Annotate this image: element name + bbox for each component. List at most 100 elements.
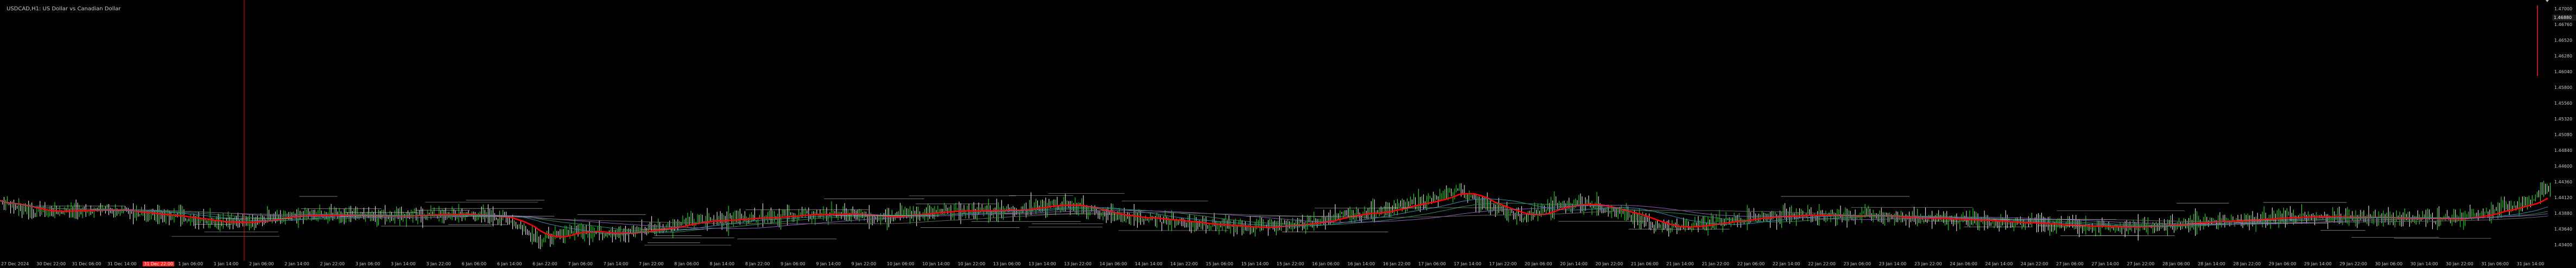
time-label: 27 Jan 06:00 — [2056, 261, 2084, 266]
time-label: 7 Jan 22:00 — [639, 261, 664, 266]
time-label: 20 Jan 22:00 — [1595, 261, 1623, 266]
price-label: 1.44600 — [2554, 164, 2573, 169]
price-scale[interactable]: 1.47000 1.46760 1.46520 1.46280 1.46040 1.458… — [2551, 0, 2576, 268]
time-label: 15 Jan 06:00 — [1205, 261, 1234, 266]
time-label: 10 Jan 14:00 — [922, 261, 950, 266]
time-label: 22 Jan 14:00 — [1772, 261, 1800, 266]
time-label: 9 Jan 06:00 — [781, 261, 805, 266]
time-label: 13 Jan 06:00 — [993, 261, 1021, 266]
price-label: 1.45080 — [2554, 132, 2573, 137]
time-label: 29 Jan 22:00 — [2339, 261, 2367, 266]
time-label: 20 Jan 14:00 — [1560, 261, 1588, 266]
candles — [2, 181, 2550, 250]
chart-title: USDCAD,H1: US Dollar vs Canadian Dollar — [7, 6, 121, 12]
time-label: 17 Jan 14:00 — [1454, 261, 1482, 266]
price-label: 1.44840 — [2554, 148, 2573, 153]
time-label: 23 Jan 22:00 — [1914, 261, 1942, 266]
time-label: 28 Jan 06:00 — [2162, 261, 2190, 266]
time-label: 3 Jan 06:00 — [355, 261, 380, 266]
time-label: 6 Jan 06:00 — [461, 261, 487, 266]
time-label: 13 Jan 22:00 — [1064, 261, 1092, 266]
time-label: 16 Jan 22:00 — [1382, 261, 1411, 266]
time-label: 10 Jan 22:00 — [957, 261, 986, 266]
moving-average-line — [0, 199, 2548, 235]
time-label: 15 Jan 14:00 — [1241, 261, 1269, 266]
time-label: 14 Jan 14:00 — [1134, 261, 1163, 266]
time-label: 7 Jan 14:00 — [603, 261, 629, 266]
time-label: 8 Jan 14:00 — [709, 261, 735, 266]
time-label: 2 Jan 14:00 — [284, 261, 309, 266]
time-label: 15 Jan 22:00 — [1277, 261, 1304, 266]
time-label: 31 Dec 06:00 — [72, 261, 101, 266]
time-label: 2 Jan 22:00 — [320, 261, 345, 266]
time-label: 29 Jan 06:00 — [2268, 261, 2296, 266]
time-label: 21 Jan 14:00 — [1666, 261, 1694, 266]
time-label: 7 Jan 06:00 — [568, 261, 593, 266]
time-label: 27 Jan 14:00 — [2091, 261, 2120, 266]
time-label: 17 Jan 06:00 — [1418, 261, 1446, 266]
time-label: 28 Jan 22:00 — [2233, 261, 2261, 266]
time-label: 30 Dec 22:00 — [36, 261, 66, 266]
time-label: 21 Jan 22:00 — [1702, 261, 1729, 266]
moving-average-line — [0, 200, 2548, 224]
time-label: 22 Jan 06:00 — [1737, 261, 1765, 266]
time-label: 31 Dec 14:00 — [107, 261, 137, 266]
price-label: 1.46280 — [2554, 54, 2573, 59]
time-label: 6 Jan 22:00 — [532, 261, 557, 266]
time-label: 9 Jan 14:00 — [816, 261, 841, 266]
time-label: 14 Jan 06:00 — [1099, 261, 1127, 266]
price-label: 1.45560 — [2554, 101, 2573, 106]
price-label: 1.45800 — [2554, 85, 2573, 90]
moving-average-line — [0, 193, 2548, 238]
time-label: 30 Jan 06:00 — [2375, 261, 2403, 266]
time-label: 16 Jan 14:00 — [1347, 261, 1375, 266]
time-label: 24 Jan 22:00 — [2020, 261, 2048, 266]
time-label: 29 Jan 14:00 — [2304, 261, 2332, 266]
time-label: 23 Jan 06:00 — [1843, 261, 1871, 266]
time-label: 23 Jan 14:00 — [1879, 261, 1907, 266]
time-label: 1 Jan 06:00 — [178, 261, 203, 266]
price-label: 1.46760 — [2554, 22, 2573, 27]
time-label: 30 Jan 14:00 — [2410, 261, 2438, 266]
time-label: 3 Jan 14:00 — [391, 261, 416, 266]
time-label: 31 Dec 22:00 — [143, 261, 174, 266]
price-label: 1.44120 — [2554, 195, 2573, 200]
chart-shift-marker-icon[interactable] — [2546, 0, 2549, 4]
time-label: 9 Jan 22:00 — [851, 261, 877, 266]
price-label: 1.47000 — [2554, 7, 2573, 11]
time-label: 20 Jan 06:00 — [1524, 261, 1552, 266]
time-label: 14 Jan 22:00 — [1170, 261, 1198, 266]
time-label: 13 Jan 14:00 — [1029, 261, 1056, 266]
time-label: 1 Jan 14:00 — [213, 261, 239, 266]
time-label: 3 Jan 22:00 — [426, 261, 451, 266]
level-lines — [36, 193, 2491, 246]
price-label: 1.45320 — [2554, 117, 2573, 122]
time-scale[interactable]: 27 Dec 2024 30 Dec 22:00 31 Dec 06:00 31 De… — [0, 261, 2551, 268]
time-label: 31 Jan 06:00 — [2481, 261, 2509, 266]
time-label: 24 Jan 14:00 — [1985, 261, 2013, 266]
price-label: 1.44360 — [2554, 180, 2573, 184]
time-label: 17 Jan 22:00 — [1489, 261, 1517, 266]
time-label: 24 Jan 06:00 — [1950, 261, 1977, 266]
price-label: 1.46040 — [2554, 69, 2573, 74]
time-label: 10 Jan 06:00 — [886, 261, 915, 266]
time-label: 30 Jan 22:00 — [2446, 261, 2473, 266]
price-label: 1.43880 — [2554, 211, 2573, 216]
time-label: 8 Jan 06:00 — [674, 261, 699, 266]
time-label: 21 Jan 06:00 — [1630, 261, 1659, 266]
time-label: 6 Jan 14:00 — [497, 261, 522, 266]
time-label: 28 Jan 14:00 — [2198, 261, 2225, 266]
price-plot[interactable] — [0, 0, 2551, 261]
time-label: 2 Jan 06:00 — [249, 261, 274, 266]
time-label: 22 Jan 22:00 — [1808, 261, 1836, 266]
price-label: 1.43640 — [2554, 227, 2573, 232]
price-label: 1.46520 — [2554, 38, 2573, 43]
time-label: 27 Jan 22:00 — [2127, 261, 2155, 266]
moving-average-line — [0, 200, 2548, 229]
time-label: 31 Jan 14:00 — [2516, 261, 2545, 266]
time-label: 16 Jan 06:00 — [1312, 261, 1340, 266]
current-price-label: 1.46880 — [2552, 15, 2576, 21]
price-label: 1.43400 — [2554, 243, 2573, 247]
time-label: 27 Dec 2024 — [1, 261, 29, 266]
